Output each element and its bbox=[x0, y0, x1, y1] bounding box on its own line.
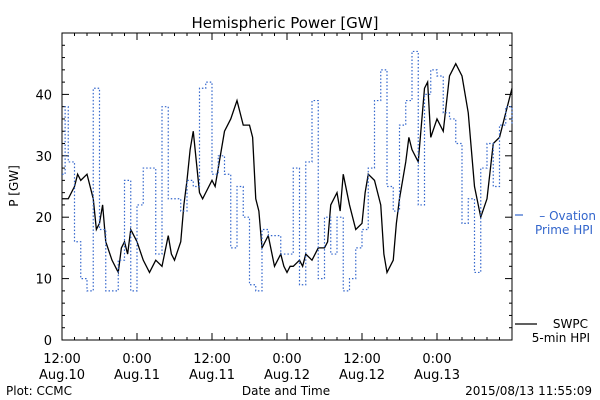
x-tick-label-time: 12:00 bbox=[193, 352, 230, 367]
y-tick-label: 10 bbox=[35, 273, 52, 288]
legend-ovation-label-1: – Ovation bbox=[539, 209, 596, 223]
x-tick-label-date: Aug.12 bbox=[264, 368, 310, 383]
footer-timestamp: 2015/08/13 11:55:09 bbox=[465, 384, 592, 398]
x-axis: 12:00Aug.100:00Aug.1112:00Aug.110:00Aug.… bbox=[39, 33, 500, 383]
footer-plot-credit: Plot: CCMC bbox=[6, 384, 72, 398]
x-tick-label-time: 0:00 bbox=[272, 352, 301, 367]
x-axis-label: Date and Time bbox=[242, 384, 330, 398]
y-tick-label: 20 bbox=[35, 211, 52, 226]
series-swpc-line bbox=[62, 62, 513, 275]
y-axis-label: P [GW] bbox=[7, 165, 21, 207]
legend-swpc-label-2: 5-min HPI bbox=[532, 331, 590, 345]
x-tick-label-date: Aug.12 bbox=[339, 368, 385, 383]
x-tick-label-date: Aug.11 bbox=[189, 368, 235, 383]
x-tick-label-date: Aug.11 bbox=[114, 368, 160, 383]
x-tick-label-date: Aug.10 bbox=[39, 368, 85, 383]
y-tick-label: 40 bbox=[35, 88, 52, 103]
y-axis: 0 10 20 30 40 bbox=[35, 44, 512, 349]
y-tick-label: 30 bbox=[35, 150, 52, 165]
x-tick-label-time: 0:00 bbox=[422, 352, 451, 367]
legend-ovation-label-2: Prime HPI bbox=[535, 223, 593, 237]
chart-title: Hemispheric Power [GW] bbox=[192, 14, 379, 32]
x-tick-label-time: 12:00 bbox=[343, 352, 380, 367]
legend-swpc-label-1: SWPC bbox=[553, 317, 588, 331]
plot-frame bbox=[61, 32, 513, 341]
x-tick-label-time: 12:00 bbox=[43, 352, 80, 367]
series-ovation-prime-line bbox=[62, 50, 513, 292]
x-tick-label-time: 0:00 bbox=[122, 352, 151, 367]
series-layer bbox=[62, 50, 513, 292]
y-tick-label: 0 bbox=[44, 334, 52, 349]
x-tick-label-date: Aug.13 bbox=[414, 368, 460, 383]
